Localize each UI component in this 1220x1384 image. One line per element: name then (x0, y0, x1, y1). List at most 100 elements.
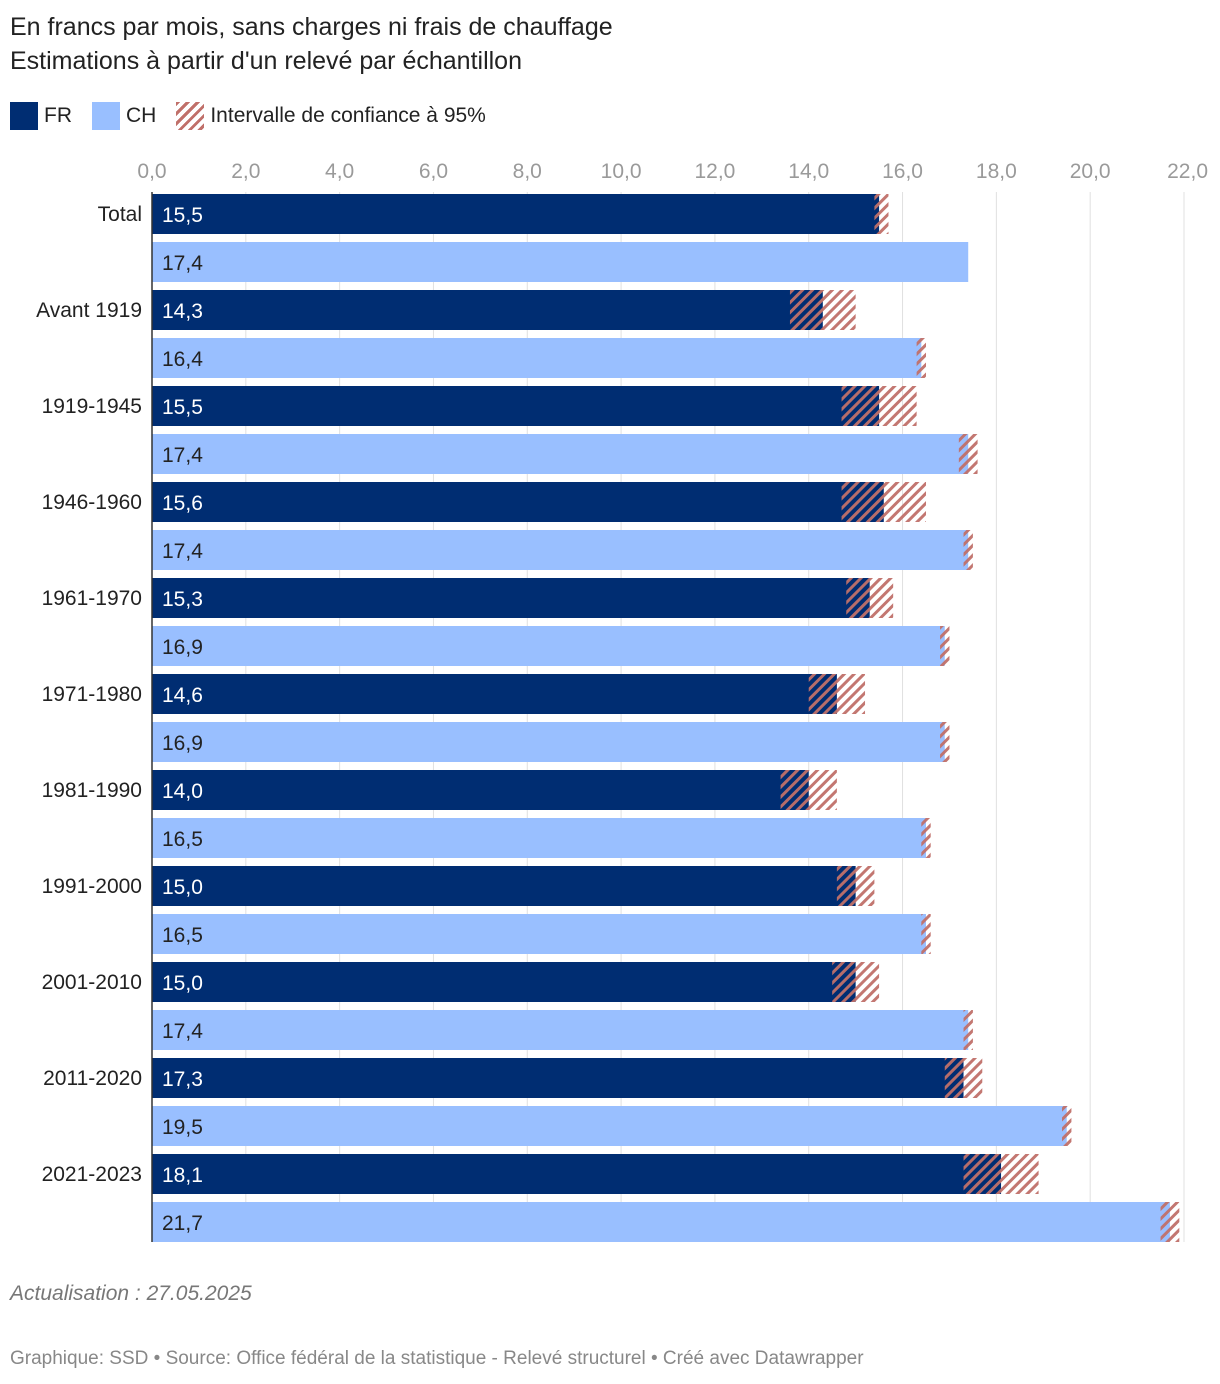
bar-ch (152, 722, 945, 762)
x-tick-label: 20,0 (1070, 160, 1111, 183)
bar-chart: 15,5 17,4 14,3 16,4 15,5 17,4 15,6 17,4 15,3 16,9… (36, 160, 1208, 1242)
x-tick-label: 4,0 (325, 160, 354, 183)
bar-fr (152, 482, 884, 522)
subtitle-line-2: Estimations à partir d'un relevé par éch… (10, 47, 522, 75)
ci-band-fr (944, 1058, 983, 1098)
category-label: 1946-1960 (42, 491, 142, 514)
bar-fr (152, 386, 880, 426)
category-label: 2021-2023 (42, 1163, 142, 1186)
ci-band-ch (1062, 1106, 1072, 1146)
bar-ch (152, 818, 926, 858)
bar-fr (152, 674, 837, 714)
legend-item-fr: FR (10, 102, 72, 130)
x-tick-label: 18,0 (976, 160, 1017, 183)
value-label-fr: 15,5 (162, 396, 203, 419)
value-label-fr: 14,0 (162, 780, 203, 803)
x-tick-label: 10,0 (601, 160, 642, 183)
value-label-fr: 15,3 (162, 588, 203, 611)
ci-band-fr (841, 386, 917, 426)
x-tick-label: 8,0 (513, 160, 542, 183)
category-label: 2001-2010 (42, 971, 142, 994)
legend-swatch-ch (92, 102, 120, 130)
bar-fr (152, 290, 823, 330)
category-label: 2011-2020 (43, 1067, 142, 1090)
category-label: Total (98, 203, 142, 226)
bar-ch (152, 914, 926, 954)
legend: FR CH Intervalle de confiance à 95% (10, 100, 506, 132)
value-label-ch: 21,7 (162, 1212, 203, 1235)
ci-band-ch (921, 914, 931, 954)
ci-band-fr (789, 290, 856, 330)
value-label-fr: 17,3 (162, 1068, 203, 1091)
value-label-fr: 18,1 (162, 1164, 203, 1187)
value-label-ch: 16,5 (162, 828, 203, 851)
ci-band-ch (958, 434, 978, 474)
x-tick-label: 16,0 (882, 160, 923, 183)
value-label-fr: 15,6 (162, 492, 203, 515)
subtitle-line-1: En francs par mois, sans charges ni frai… (10, 13, 613, 41)
value-label-ch: 17,4 (162, 252, 203, 275)
bar-fr (152, 866, 856, 906)
category-label: 1991-2000 (42, 875, 142, 898)
value-label-ch: 17,4 (162, 444, 203, 467)
value-label-ch: 17,4 (162, 540, 203, 563)
ci-band-ch (921, 818, 931, 858)
bar-ch (152, 338, 922, 378)
value-label-fr: 15,0 (162, 972, 203, 995)
legend-item-ch: CH (92, 102, 156, 130)
x-tick-label: 12,0 (694, 160, 735, 183)
bar-fr (152, 578, 870, 618)
value-label-ch: 16,5 (162, 924, 203, 947)
ci-band-ch (940, 626, 950, 666)
legend-item-ci: Intervalle de confiance à 95% (176, 102, 486, 130)
legend-label-fr: FR (44, 104, 72, 127)
ci-band-fr (808, 674, 866, 714)
bar-ch (152, 1106, 1067, 1146)
value-label-ch: 16,4 (162, 348, 203, 371)
bar-ch (152, 530, 969, 570)
bar-ch (152, 1202, 1170, 1242)
value-label-fr: 15,5 (162, 204, 203, 227)
category-label: Avant 1919 (36, 299, 142, 322)
ci-band-ch (916, 338, 926, 378)
category-label: 1961-1970 (42, 587, 142, 610)
ci-band-fr (836, 866, 875, 906)
value-label-ch: 16,9 (162, 732, 203, 755)
x-tick-label: 0,0 (137, 160, 166, 183)
value-label-fr: 15,0 (162, 876, 203, 899)
ci-band-fr (874, 194, 889, 234)
ci-band-ch (963, 530, 973, 570)
x-tick-label: 6,0 (419, 160, 448, 183)
legend-label-ch: CH (126, 104, 157, 127)
value-label-fr: 14,6 (162, 684, 203, 707)
category-label: 1971-1980 (42, 683, 142, 706)
x-tick-label: 22,0 (1167, 160, 1208, 183)
bar-fr (152, 1154, 1002, 1194)
source-line: Graphique: SSD • Source: Office fédéral … (10, 1348, 864, 1369)
x-tick-label: 2,0 (231, 160, 260, 183)
value-label-ch: 19,5 (162, 1116, 203, 1139)
ci-band-fr (832, 962, 880, 1002)
bar-fr (152, 770, 809, 810)
ci-band-fr (846, 578, 894, 618)
value-label-ch: 16,9 (162, 636, 203, 659)
chart-subtitle: En francs par mois, sans charges ni frai… (10, 10, 613, 78)
legend-swatch-fr (10, 102, 38, 130)
axis-layer: 0,0 2,0 4,0 6,0 8,0 10,0 12,0 14,0 16,0 18,0 20,0 2… (36, 160, 1208, 1242)
bar-fr (152, 962, 856, 1002)
bar-ch (152, 1010, 969, 1050)
footnote-update: Actualisation : 27.05.2025 (10, 1282, 252, 1305)
x-tick-label: 14,0 (788, 160, 829, 183)
category-label: 1981-1990 (42, 779, 142, 802)
ci-band-ch (963, 1010, 973, 1050)
ci-band-fr (780, 770, 837, 810)
bar-fr (152, 194, 880, 234)
bars-layer: 15,5 17,4 14,3 16,4 15,5 17,4 15,6 17,4 15,3 16,9… (152, 194, 1180, 1242)
ci-band-fr (841, 482, 926, 522)
value-label-ch: 17,4 (162, 1020, 203, 1043)
legend-label-ci: Intervalle de confiance à 95% (210, 104, 486, 127)
ci-band-ch (1160, 1202, 1180, 1242)
bar-fr (152, 1058, 964, 1098)
value-label-fr: 14,3 (162, 300, 203, 323)
bar-ch (152, 242, 969, 282)
